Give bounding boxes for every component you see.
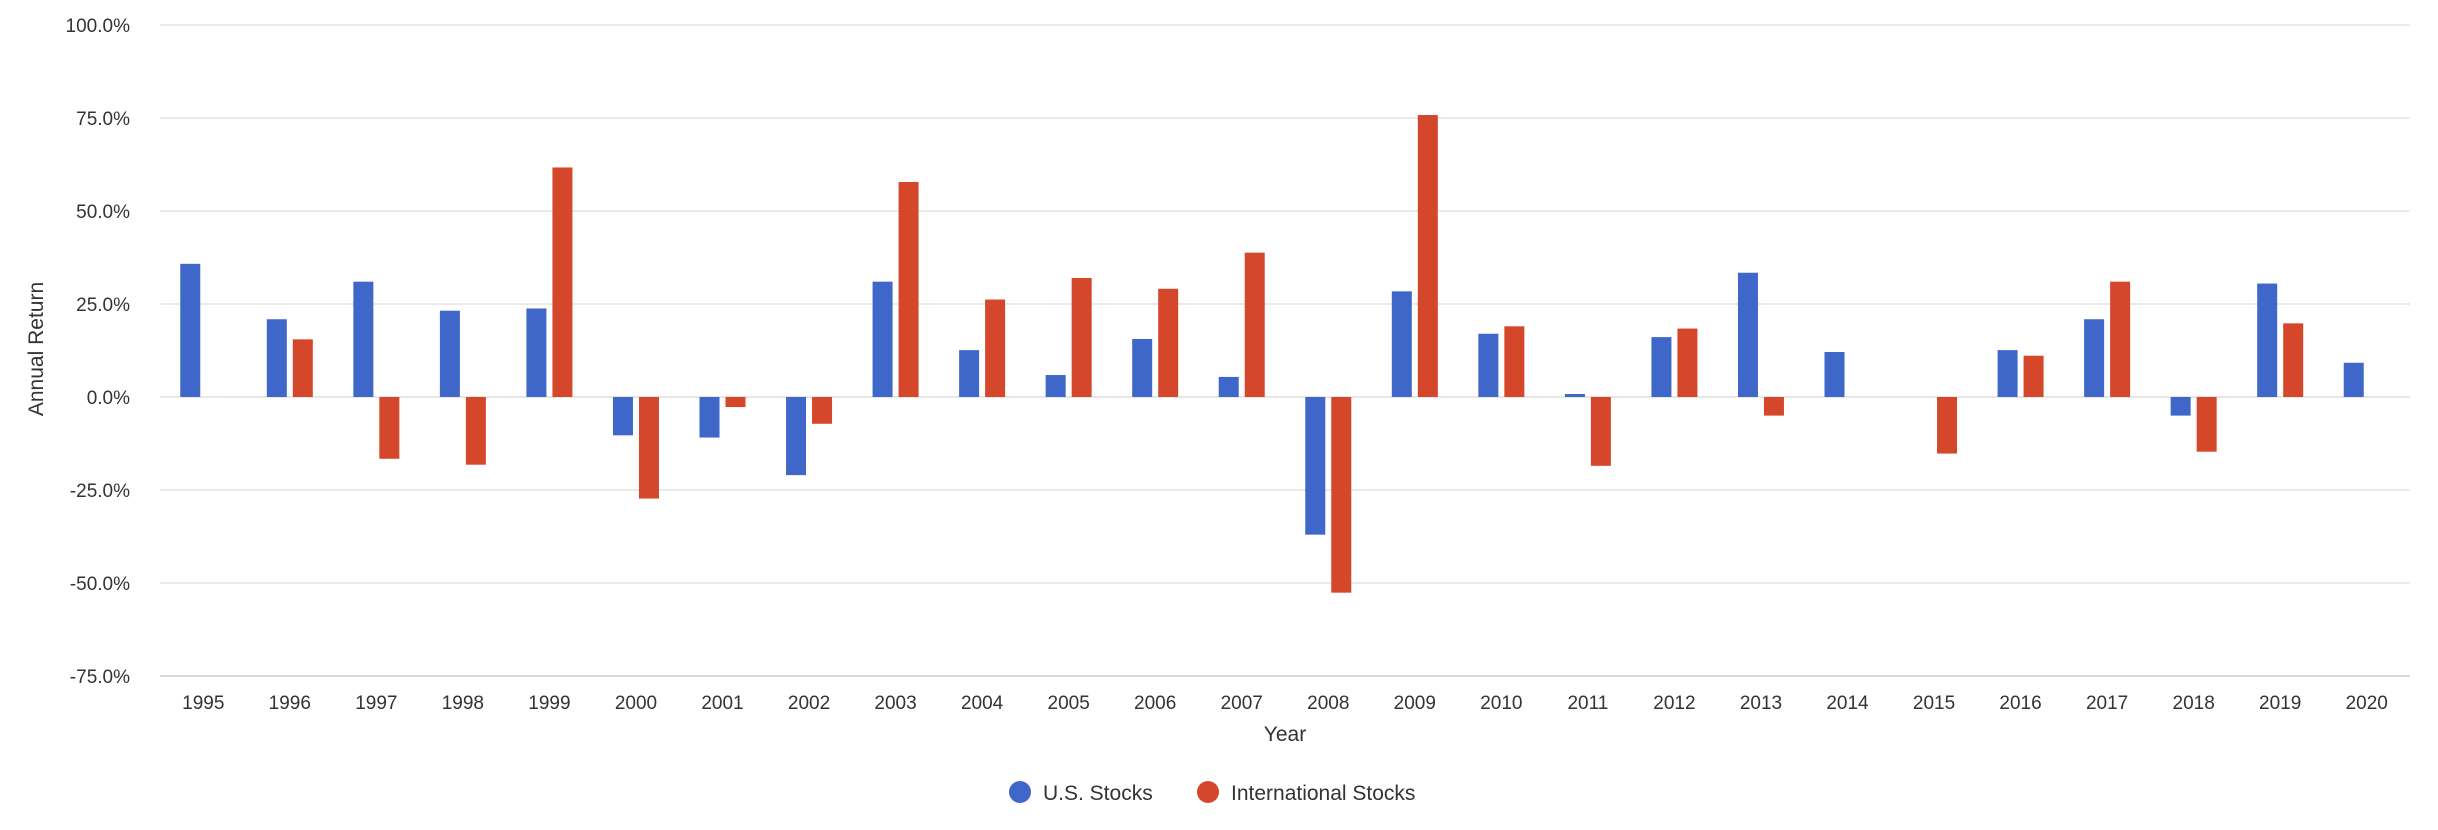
- bar-international-stocks-2012[interactable]: [1677, 328, 1698, 397]
- bar-us-stocks-2000[interactable]: [612, 397, 633, 436]
- bar-us-stocks-2002[interactable]: [786, 397, 807, 476]
- x-tick-label: 2007: [1221, 693, 1263, 714]
- bar-us-stocks-2020[interactable]: [2343, 362, 2364, 397]
- x-tick-label: 2010: [1480, 693, 1522, 714]
- bar-us-stocks-2014[interactable]: [1824, 351, 1845, 397]
- bar-international-stocks-2009[interactable]: [1417, 115, 1438, 398]
- x-tick-label: 2014: [1826, 693, 1869, 714]
- legend: U.S. Stocks International Stocks: [1009, 781, 1415, 805]
- bar-international-stocks-2016[interactable]: [2023, 355, 2044, 397]
- x-tick-label: 2012: [1653, 693, 1695, 714]
- x-tick-label: 2001: [701, 693, 743, 714]
- bar-international-stocks-2000[interactable]: [638, 397, 659, 499]
- bar-us-stocks-2017[interactable]: [2084, 319, 2105, 397]
- bar-international-stocks-1997[interactable]: [379, 397, 400, 459]
- y-tick-label: -75.0%: [70, 667, 130, 688]
- x-tick-label: 2011: [1567, 693, 1608, 714]
- bar-international-stocks-2005[interactable]: [1071, 277, 1092, 397]
- x-axis-ticks: 1995 1996 1997 1998 1999 2000 2001 2002 2003 2004…: [182, 693, 2388, 714]
- y-tick-label: 0.0%: [87, 388, 130, 409]
- bar-us-stocks-2005[interactable]: [1045, 375, 1066, 397]
- x-tick-label: 2018: [2173, 693, 2215, 714]
- bar-international-stocks-1999[interactable]: [552, 167, 573, 397]
- bar-international-stocks-2010[interactable]: [1504, 326, 1525, 397]
- x-tick-label: 2020: [2346, 693, 2388, 714]
- bar-international-stocks-2017[interactable]: [2110, 281, 2131, 397]
- x-tick-label: 2005: [1048, 693, 1090, 714]
- bar-us-stocks-2013[interactable]: [1737, 272, 1758, 397]
- bar-us-stocks-2006[interactable]: [1132, 338, 1153, 397]
- bars: [180, 115, 2364, 593]
- bar-us-stocks-2018[interactable]: [2170, 397, 2191, 416]
- x-tick-label: 2015: [1913, 693, 1955, 714]
- bar-international-stocks-2019[interactable]: [2283, 323, 2304, 397]
- bar-us-stocks-2003[interactable]: [872, 281, 893, 397]
- bar-us-stocks-1997[interactable]: [353, 281, 374, 397]
- x-tick-label: 1997: [355, 693, 397, 714]
- y-tick-label: -50.0%: [70, 574, 130, 595]
- x-tick-label: 2000: [615, 693, 657, 714]
- gridlines: [160, 24, 2410, 584]
- x-tick-label: 2004: [961, 693, 1004, 714]
- bar-us-stocks-1996[interactable]: [266, 319, 287, 397]
- bar-us-stocks-2004[interactable]: [959, 350, 980, 397]
- bar-us-stocks-2009[interactable]: [1391, 291, 1412, 397]
- bar-us-stocks-1998[interactable]: [439, 310, 460, 397]
- bar-international-stocks-1998[interactable]: [465, 397, 486, 465]
- bar-us-stocks-2019[interactable]: [2257, 283, 2278, 397]
- x-tick-label: 2003: [874, 693, 916, 714]
- x-tick-label: 1998: [442, 693, 484, 714]
- bar-us-stocks-2012[interactable]: [1651, 337, 1672, 397]
- bar-international-stocks-2008[interactable]: [1331, 397, 1352, 593]
- legend-label-us-stocks: U.S. Stocks: [1043, 782, 1153, 805]
- bar-us-stocks-1999[interactable]: [526, 308, 547, 397]
- bar-us-stocks-2010[interactable]: [1478, 333, 1499, 397]
- bar-us-stocks-2016[interactable]: [1997, 350, 2018, 397]
- x-tick-label: 1999: [528, 693, 570, 714]
- legend-item-international-stocks[interactable]: International Stocks: [1197, 781, 1415, 805]
- y-tick-label: 75.0%: [76, 109, 130, 130]
- bar-international-stocks-2003[interactable]: [898, 181, 919, 397]
- x-tick-label: 2013: [1740, 693, 1782, 714]
- x-tick-label: 1996: [269, 693, 311, 714]
- y-axis-title: Annual Return: [25, 282, 48, 416]
- x-axis-title: Year: [1264, 723, 1306, 746]
- bar-international-stocks-1996[interactable]: [292, 339, 313, 397]
- bar-international-stocks-2006[interactable]: [1158, 288, 1179, 397]
- bar-us-stocks-2007[interactable]: [1218, 376, 1239, 397]
- x-tick-label: 2002: [788, 693, 830, 714]
- x-tick-label: 2009: [1394, 693, 1436, 714]
- y-tick-label: -25.0%: [70, 481, 130, 502]
- bar-international-stocks-2001[interactable]: [725, 397, 746, 408]
- bar-international-stocks-2013[interactable]: [1763, 397, 1784, 416]
- legend-marker-us-stocks: [1009, 781, 1031, 803]
- x-tick-label: 1995: [182, 693, 224, 714]
- bar-international-stocks-2018[interactable]: [2196, 397, 2217, 452]
- x-tick-label: 2019: [2259, 693, 2301, 714]
- bar-international-stocks-2007[interactable]: [1244, 252, 1265, 397]
- x-tick-label: 2006: [1134, 693, 1176, 714]
- legend-label-international-stocks: International Stocks: [1231, 782, 1415, 805]
- x-tick-label: 2017: [2086, 693, 2128, 714]
- x-tick-label: 2008: [1307, 693, 1349, 714]
- bar-us-stocks-2008[interactable]: [1305, 397, 1326, 535]
- bar-us-stocks-2001[interactable]: [699, 397, 720, 438]
- bar-us-stocks-2011[interactable]: [1564, 394, 1585, 397]
- bar-international-stocks-2004[interactable]: [985, 299, 1006, 397]
- y-tick-label: 50.0%: [76, 202, 130, 223]
- bar-international-stocks-2015[interactable]: [1937, 397, 1958, 454]
- bar-international-stocks-2002[interactable]: [812, 397, 833, 424]
- y-tick-label: 100.0%: [66, 16, 131, 37]
- legend-marker-international-stocks: [1197, 781, 1219, 803]
- y-tick-label: 25.0%: [76, 295, 130, 316]
- x-tick-label: 2016: [1999, 693, 2041, 714]
- bar-us-stocks-1995[interactable]: [180, 263, 201, 397]
- y-axis-ticks: 100.0% 75.0% 50.0% 25.0% 0.0% -25.0% -50.0% -75…: [66, 16, 131, 688]
- legend-item-us-stocks[interactable]: U.S. Stocks: [1009, 781, 1153, 805]
- bar-international-stocks-2011[interactable]: [1590, 397, 1611, 466]
